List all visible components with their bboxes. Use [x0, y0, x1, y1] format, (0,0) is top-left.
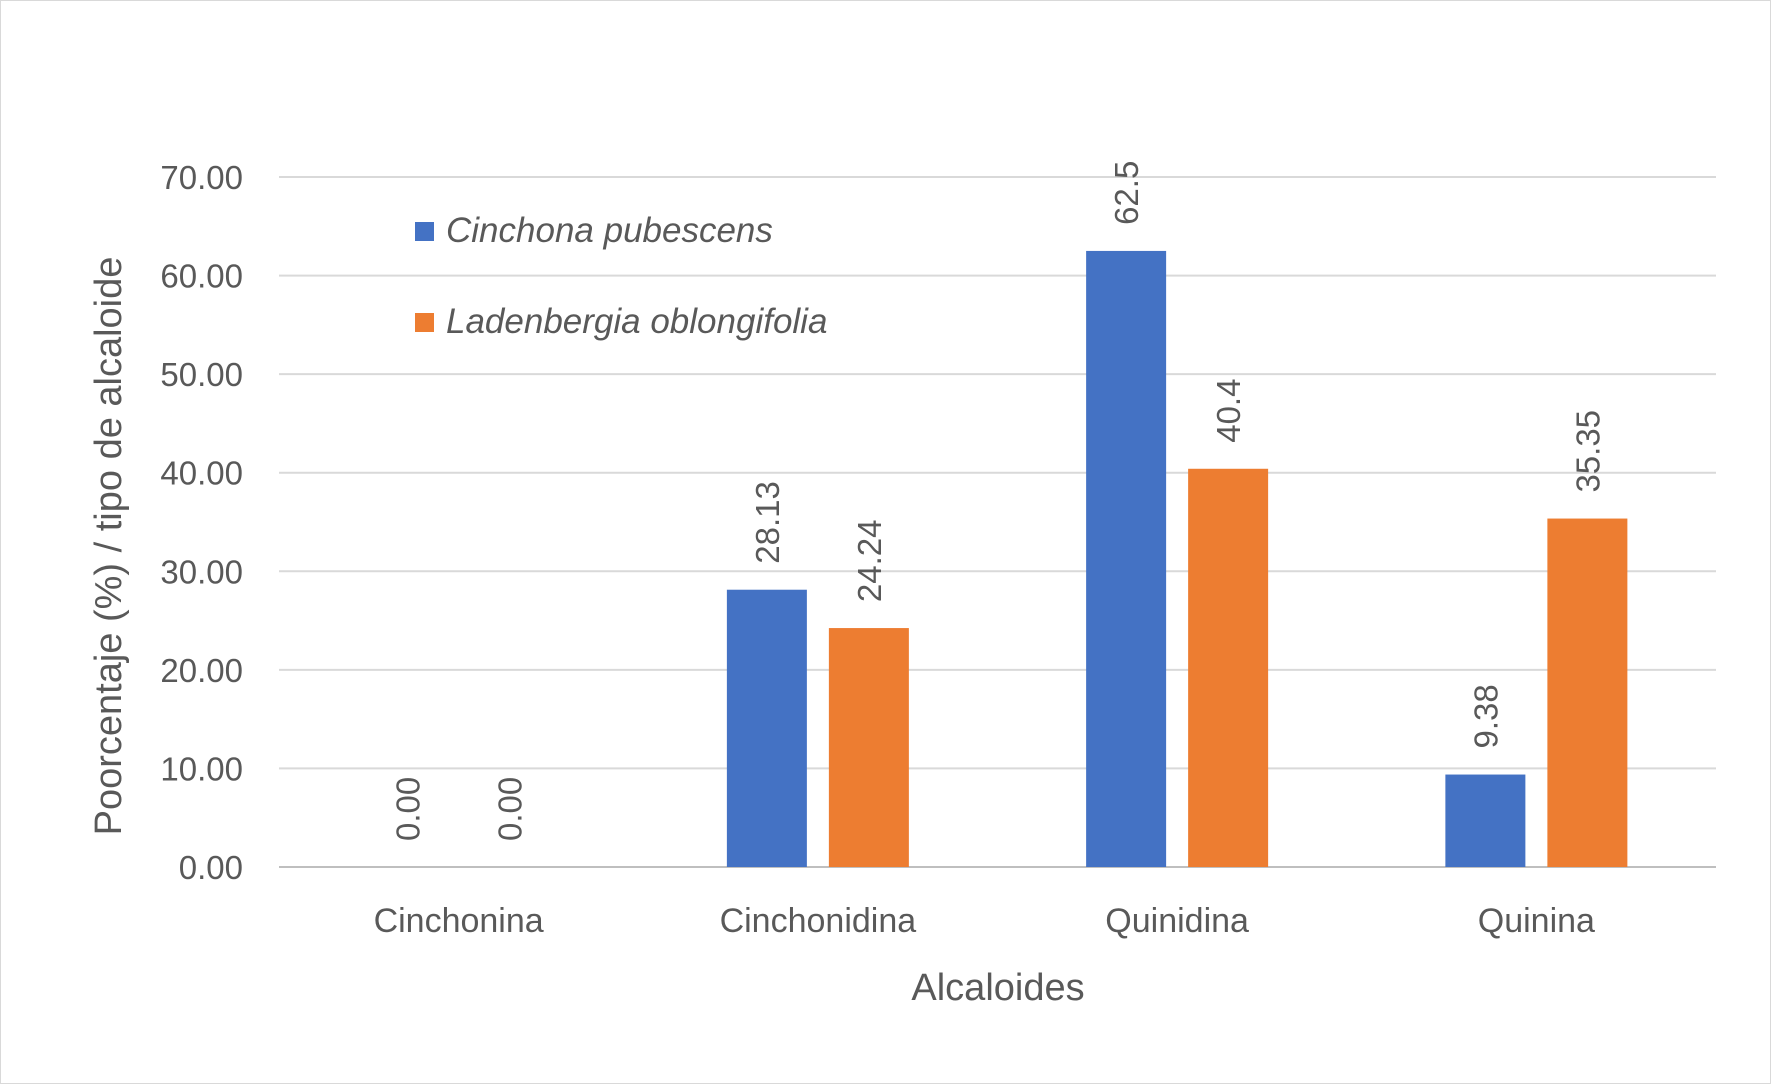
- legend-label: Cinchona pubescens: [446, 211, 773, 250]
- y-tick-label: 70.00: [160, 159, 243, 196]
- bar: [1547, 518, 1628, 867]
- x-tick-label: Quinidina: [1105, 902, 1249, 940]
- x-tick-label: Cinchonina: [374, 902, 544, 940]
- legend-label: Ladenbergia oblongifolia: [446, 302, 827, 341]
- bar: [726, 589, 807, 867]
- y-axis-title: Poorcentaje (%) / tipo de alcaloide: [88, 257, 130, 836]
- data-label: 0.00: [390, 777, 427, 841]
- gridlines: [279, 176, 1716, 868]
- y-tick-label: 60.00: [160, 258, 243, 295]
- y-tick-label: 0.00: [179, 849, 243, 886]
- bars: [726, 250, 1628, 867]
- y-tick-label: 50.00: [160, 356, 243, 393]
- data-label: 28.13: [749, 481, 786, 564]
- data-label: 9.38: [1467, 684, 1504, 748]
- x-axis-ticks: Cinchonina Cinchonidina Quinidina Quinina: [374, 902, 1595, 940]
- x-tick-label: Quinina: [1478, 902, 1595, 940]
- legend-swatch: [415, 222, 434, 241]
- bar: [1086, 250, 1167, 867]
- legend: Cinchona pubescens Ladenbergia oblongifol…: [415, 211, 827, 341]
- data-label: 24.24: [851, 519, 888, 602]
- data-labels: 0.00 0.00 28.13 24.24 62.5 40.4 9.38 35.35: [390, 161, 1607, 841]
- y-tick-label: 20.00: [160, 652, 243, 689]
- x-axis-title: Alcaloides: [911, 967, 1084, 1009]
- y-tick-label: 40.00: [160, 455, 243, 492]
- y-tick-label: 30.00: [160, 553, 243, 590]
- data-label: 62.5: [1108, 161, 1145, 225]
- data-label: 35.35: [1569, 410, 1606, 493]
- y-axis-ticks: 0.00 10.00 20.00 30.00 40.00 50.00 60.00 70.00: [160, 159, 243, 886]
- x-tick-label: Cinchonidina: [720, 902, 917, 940]
- bar: [1188, 468, 1269, 867]
- legend-swatch: [415, 313, 434, 332]
- data-label: 0.00: [492, 777, 529, 841]
- bar: [1445, 774, 1526, 867]
- y-tick-label: 10.00: [160, 750, 243, 787]
- data-label: 40.4: [1210, 379, 1247, 443]
- bar: [828, 628, 909, 867]
